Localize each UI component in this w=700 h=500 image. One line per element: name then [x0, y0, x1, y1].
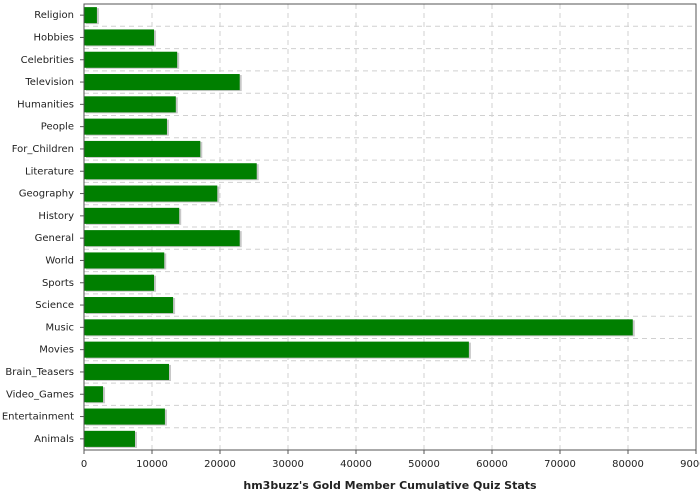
y-tick-label: Television	[24, 77, 74, 88]
y-tick-label: People	[41, 122, 74, 133]
x-tick-label: 20000	[204, 459, 236, 470]
x-tick-label: 10000	[136, 459, 168, 470]
y-tick-label: Music	[46, 322, 74, 333]
y-tick-label: Humanities	[17, 99, 74, 110]
x-tick-label: 80000	[612, 459, 644, 470]
y-tick-label: Literature	[25, 166, 74, 177]
x-tick-label: 30000	[272, 459, 304, 470]
bar	[84, 274, 155, 291]
x-tick-label: 50000	[408, 459, 440, 470]
y-tick-label: Hobbies	[34, 32, 74, 43]
bar	[84, 118, 167, 135]
y-tick-label: For_Children	[12, 144, 74, 155]
y-tick-label: Celebrities	[21, 55, 74, 66]
bar	[84, 408, 165, 425]
x-tick-label: 0	[81, 459, 87, 470]
x-tick-label: 90000	[680, 459, 700, 470]
x-tick-label: 70000	[544, 459, 576, 470]
bar	[84, 230, 240, 247]
y-tick-label: Entertainment	[2, 412, 74, 423]
bar	[84, 96, 176, 113]
plot-frame	[83, 3, 697, 451]
bar	[84, 363, 169, 380]
bar	[84, 140, 201, 157]
bar	[84, 7, 97, 24]
bar	[84, 319, 633, 336]
x-tick-label: 60000	[476, 459, 508, 470]
y-tick-label: World	[45, 255, 74, 266]
y-tick-label: Geography	[19, 189, 74, 200]
y-tick-label: Brain_Teasers	[5, 367, 74, 378]
y-tick-label: History	[38, 211, 74, 222]
bar	[84, 430, 135, 447]
y-tick-label: Movies	[39, 345, 74, 356]
x-tick-label: 40000	[340, 459, 372, 470]
bar	[84, 29, 155, 46]
bar	[84, 297, 174, 314]
y-tick-label: Religion	[34, 10, 74, 21]
bar	[84, 163, 257, 180]
y-tick-label: Animals	[34, 434, 74, 445]
y-tick-label: General	[35, 233, 74, 244]
y-tick-label: Video_Games	[6, 389, 74, 400]
y-tick-label: Sports	[42, 278, 74, 289]
bar	[84, 386, 104, 403]
bar	[84, 74, 240, 91]
bar	[84, 252, 165, 269]
bar	[84, 207, 180, 224]
bar	[84, 341, 469, 358]
bar	[84, 185, 218, 202]
y-tick-label: Science	[35, 300, 74, 311]
chart-title: hm3buzz's Gold Member Cumulative Quiz St…	[243, 479, 537, 492]
bar	[84, 51, 178, 68]
